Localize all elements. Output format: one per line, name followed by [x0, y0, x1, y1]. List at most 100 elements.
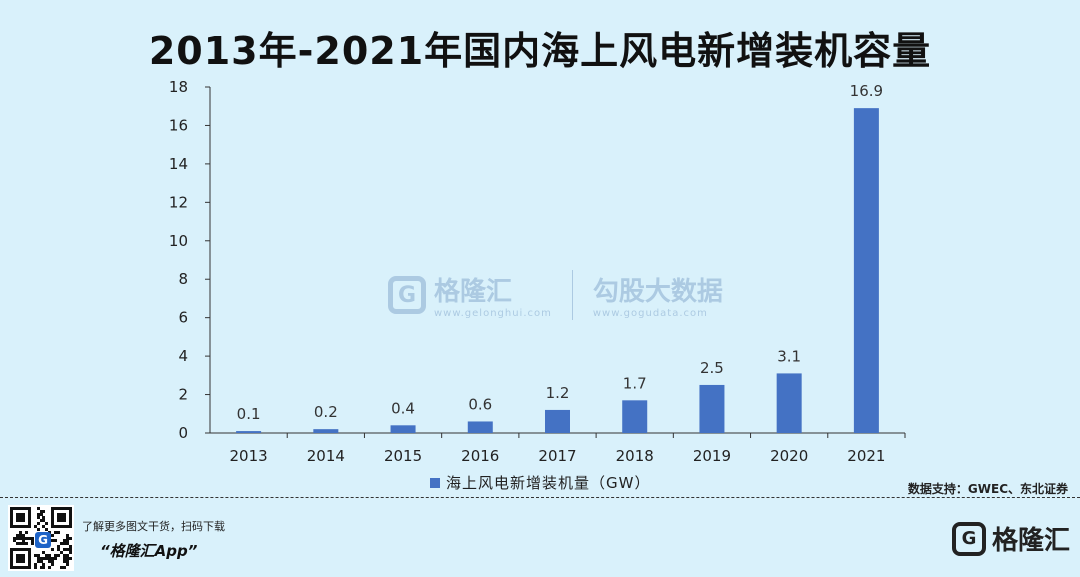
qr-cell — [36, 557, 40, 561]
qr-cell — [60, 507, 64, 510]
qr-cell — [10, 518, 13, 522]
qr-cell — [39, 518, 43, 522]
qr-cell — [51, 512, 55, 516]
qr-cell — [45, 554, 49, 558]
qr-cell — [51, 557, 55, 561]
qr-cell — [51, 521, 55, 525]
qr-cell — [42, 563, 46, 567]
qr-cell — [15, 554, 19, 558]
qr-cell — [69, 518, 73, 522]
data-label-2021: 16.9 — [850, 82, 883, 100]
qr-cell — [63, 515, 67, 519]
qr-cell — [51, 563, 55, 567]
qr-cell — [42, 515, 46, 519]
qr-cell — [51, 524, 55, 528]
qr-cell — [69, 548, 73, 552]
chart-labels: 0 2 4 6 8 10 12 14 16 18 0.1 2013 0.2 2014 0.4 2015 0.6 2… — [169, 78, 886, 465]
data-label-2017: 1.2 — [546, 384, 570, 402]
chart-title: 2013年-2021年国内海上风电新增装机容量 — [148, 29, 932, 73]
qr-cell — [69, 509, 73, 513]
qr-cell — [69, 545, 73, 549]
qr-cell — [51, 507, 55, 510]
qr-cell — [12, 539, 16, 543]
bar-2017 — [545, 409, 570, 433]
bar-2020 — [776, 373, 802, 433]
qr-cell — [63, 554, 67, 558]
qr-cell — [27, 563, 31, 567]
qr-cell — [45, 527, 49, 531]
qr-cell — [36, 515, 40, 519]
qr-cell — [10, 548, 13, 552]
qr-cell — [27, 518, 31, 522]
qr-cell — [15, 533, 19, 537]
qr-cell — [12, 524, 16, 528]
qr-cell — [48, 554, 52, 558]
qr-cell — [21, 524, 25, 528]
qr-cell — [60, 566, 64, 570]
qr-cell — [18, 566, 22, 570]
qr-cell — [27, 536, 31, 540]
qr-cell — [18, 530, 22, 534]
qr-cell — [15, 518, 19, 522]
qr-cell — [66, 554, 70, 558]
qr-cell — [15, 560, 19, 564]
qr-cell — [18, 507, 22, 510]
qr-cell — [27, 507, 31, 510]
legend-swatch — [430, 477, 440, 488]
qr-cell — [30, 536, 34, 540]
x-tick-label: 2021 — [847, 447, 885, 465]
qr-cell — [27, 566, 31, 570]
data-label-2015: 0.4 — [391, 399, 415, 417]
qr-cell — [27, 515, 31, 519]
bar-2018 — [622, 400, 648, 433]
qr-cell — [10, 554, 13, 558]
qr-cell — [18, 542, 22, 546]
qr-cell — [27, 521, 31, 525]
qr-center-logo-icon: G — [35, 532, 51, 548]
qr-cell — [18, 512, 22, 516]
qr-cell — [39, 509, 43, 513]
qr-cell — [60, 515, 64, 519]
y-tick-label: 18 — [169, 78, 188, 96]
qr-cell — [10, 524, 13, 528]
qr-cell — [42, 509, 46, 513]
qr-cell — [10, 560, 13, 564]
qr-cell — [66, 507, 70, 510]
qr-code[interactable]: G — [8, 505, 74, 571]
qr-cell — [66, 539, 70, 543]
qr-cell — [33, 566, 37, 570]
data-label-2018: 1.7 — [623, 374, 647, 392]
qr-cell — [24, 524, 28, 528]
qr-cell — [21, 518, 25, 522]
footer-divider — [0, 497, 1080, 498]
qr-cell — [45, 521, 49, 525]
x-tick-label: 2017 — [538, 447, 576, 465]
qr-cell — [27, 560, 31, 564]
qr-cell — [57, 554, 61, 558]
qr-cell — [10, 521, 13, 525]
qr-cell — [69, 551, 73, 555]
data-label-2020: 3.1 — [777, 347, 801, 365]
qr-cell — [54, 524, 58, 528]
qr-cell — [66, 560, 70, 564]
qr-cell — [12, 507, 16, 510]
qr-cell — [18, 524, 22, 528]
qr-cell — [69, 507, 73, 510]
qr-cell — [33, 524, 37, 528]
watermark-separator — [571, 270, 573, 320]
qr-cell — [63, 518, 67, 522]
qr-cell — [60, 512, 64, 516]
bar-2013 — [236, 431, 262, 433]
qr-cell — [60, 518, 64, 522]
qr-cell — [24, 542, 28, 546]
qr-cell — [69, 524, 73, 528]
qr-cell — [10, 515, 13, 519]
data-label-2014: 0.2 — [314, 403, 338, 421]
qr-cell — [57, 515, 61, 519]
data-label-2019: 2.5 — [700, 359, 724, 377]
qr-cell — [24, 536, 28, 540]
qr-cell — [63, 524, 67, 528]
qr-cell — [18, 548, 22, 552]
qr-cell — [12, 566, 16, 570]
qr-cell — [10, 563, 13, 567]
